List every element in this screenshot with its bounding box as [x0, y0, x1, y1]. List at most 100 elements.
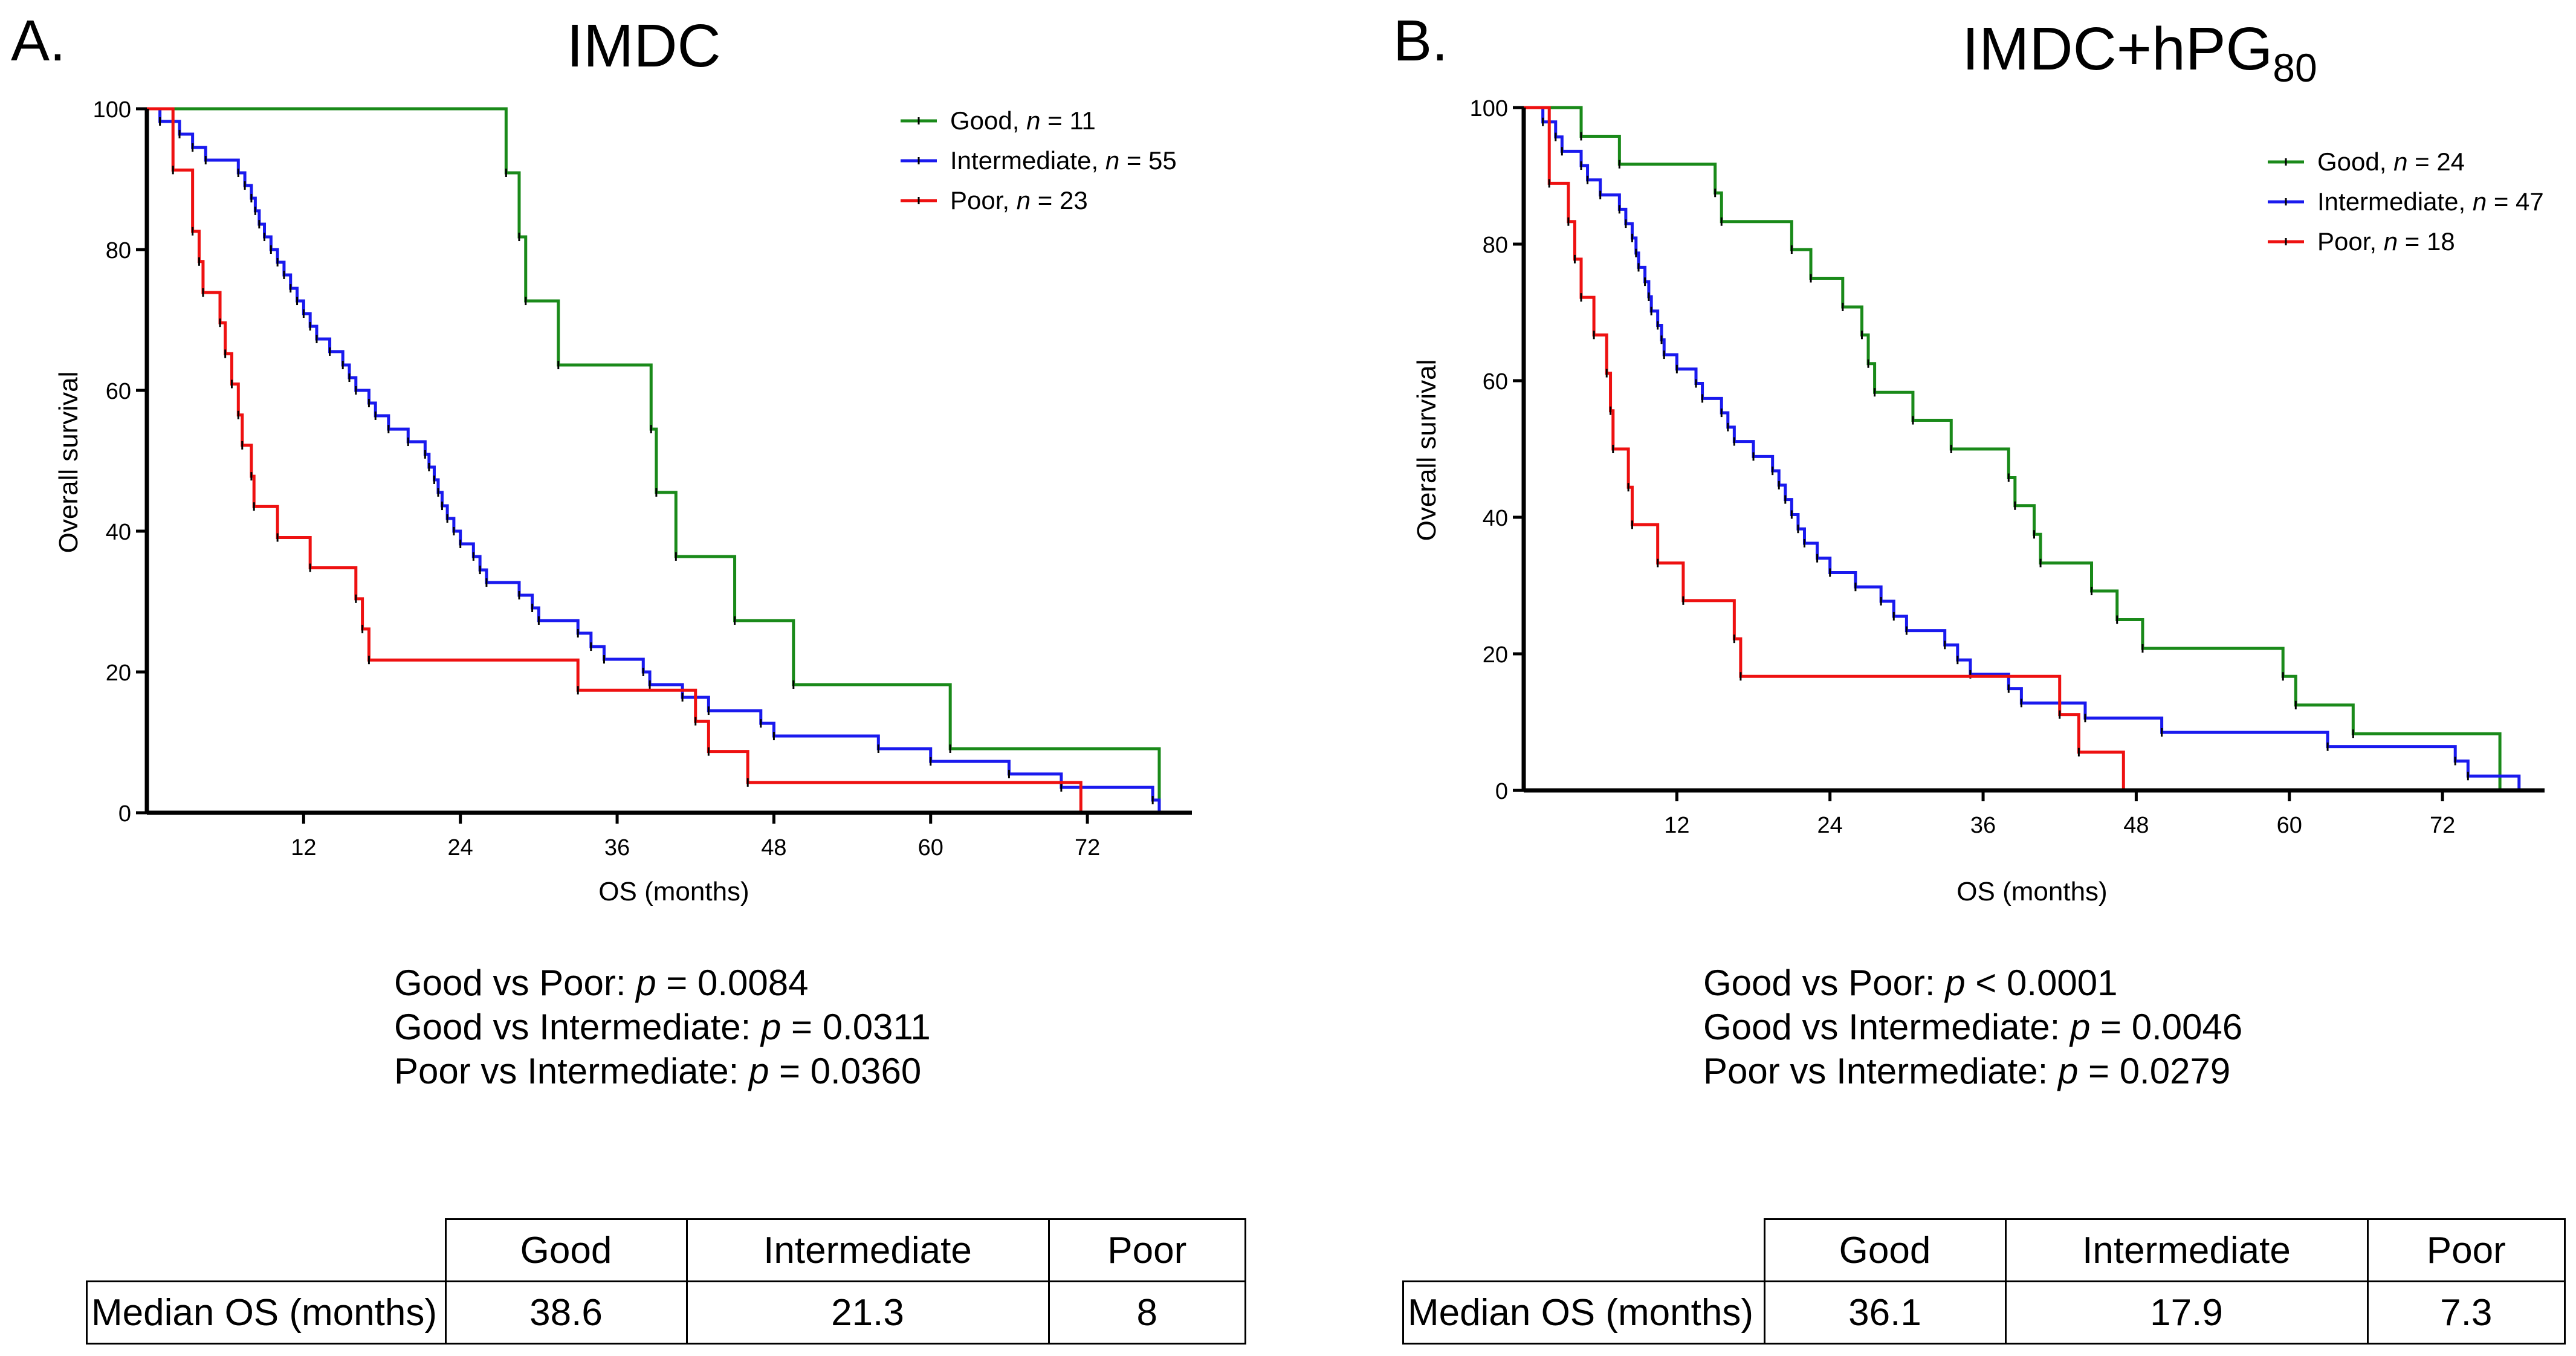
legend-n: n — [2393, 147, 2407, 176]
legend-n: n — [2473, 187, 2487, 216]
table-corner — [86, 1219, 445, 1282]
title-main: IMDC+hPG — [1962, 15, 2273, 83]
pvalue-line: Good vs Poor: p < 0.0001 — [1703, 963, 2118, 1003]
pvalue-line: Good vs Intermediate: p = 0.0046 — [1703, 1007, 2243, 1047]
legend-name: Good, — [950, 106, 1026, 135]
legend-n: n — [1105, 146, 1119, 175]
legend-name: Poor, — [950, 186, 1017, 215]
series-poor-line — [147, 107, 1083, 813]
title-subscript: 80 — [2273, 45, 2317, 90]
chart-title: IMDC — [566, 12, 721, 80]
y-tick-label: 0 — [118, 801, 131, 827]
y-tick-label: 40 — [1483, 506, 1508, 531]
pvalue-line: Good vs Intermediate: p = 0.0311 — [394, 1007, 931, 1047]
legend-entry-poor: Poor, n = 23 — [901, 186, 1088, 215]
legend-n: n — [1026, 106, 1040, 135]
y-tick-label: 20 — [106, 660, 131, 686]
x-tick-label: 72 — [1075, 835, 1100, 860]
table-header-intermediate: Intermediate — [2004, 1218, 2369, 1282]
legend-count: = 55 — [1119, 146, 1177, 175]
legend-entry-good: Good, n = 24 — [2268, 147, 2465, 176]
chart-title: IMDC+hPG80 — [1962, 15, 2317, 90]
legend-count: = 23 — [1031, 186, 1088, 215]
legend-label: Poor, n = 18 — [2317, 227, 2455, 256]
table-cell-poor: 7.3 — [2366, 1280, 2566, 1345]
y-tick-label: 80 — [106, 238, 131, 263]
legend-entry-intermediate: Intermediate, n = 47 — [2268, 187, 2544, 216]
x-tick-label: 24 — [448, 835, 473, 860]
table-corner — [1403, 1219, 1764, 1282]
legend-n: n — [1017, 186, 1031, 215]
table-header-poor: Poor — [2366, 1218, 2566, 1282]
table-row-label: Median OS (months) — [86, 1280, 447, 1345]
legend-count: = 11 — [1040, 106, 1095, 135]
median-os-table-a: Good Intermediate Poor Median OS (months… — [86, 1218, 1246, 1345]
legend-n: n — [2384, 227, 2398, 256]
x-tick-label: 36 — [1970, 813, 1996, 838]
series-good-line — [147, 107, 1161, 813]
table-header-row: Good Intermediate Poor — [1403, 1218, 2566, 1282]
table-row: Median OS (months) 36.1 17.9 7.3 — [1402, 1280, 2566, 1345]
pvalues-panel-a: Good vs Poor: p = 0.0084 Good vs Interme… — [394, 961, 931, 1093]
plot-area: 0 20 40 60 80 100 12 24 36 48 60 72 Good, n = 24 Inte… — [1470, 96, 2545, 838]
y-tick-label: 100 — [1470, 96, 1508, 121]
legend-label: Poor, n = 23 — [950, 186, 1088, 215]
legend-count: = 18 — [2398, 227, 2455, 256]
panel-letter: A. — [11, 8, 66, 73]
table-header-good: Good — [444, 1218, 688, 1282]
median-os-table-b: Good Intermediate Poor Median OS (months… — [1402, 1218, 2566, 1345]
legend-label: Intermediate, n = 55 — [950, 146, 1177, 175]
legend-label: Good, n = 11 — [950, 106, 1096, 135]
table-header-intermediate: Intermediate — [685, 1218, 1050, 1282]
table-cell-poor: 8 — [1047, 1280, 1246, 1345]
series-poor-line — [1524, 106, 2125, 790]
y-tick-label: 60 — [1483, 369, 1508, 395]
legend-label: Good, n = 24 — [2317, 147, 2465, 176]
legend-entry-good: Good, n = 11 — [901, 106, 1096, 135]
x-axis-label: OS (months) — [598, 877, 749, 906]
table-header-poor: Poor — [1047, 1218, 1246, 1282]
y-tick-label: 80 — [1483, 233, 1508, 258]
table-header-good: Good — [1763, 1218, 2007, 1282]
pvalue-line: Good vs Poor: p = 0.0084 — [394, 963, 809, 1003]
x-tick-label: 24 — [1817, 813, 1843, 838]
panel-a: A. IMDC 0 20 40 60 80 100 12 24 36 48 60 72 Good, n … — [11, 8, 1192, 906]
x-tick-label: 60 — [918, 835, 943, 860]
table-row: Median OS (months) 38.6 21.3 8 — [86, 1280, 1246, 1345]
legend-count: = 47 — [2487, 187, 2544, 216]
y-tick-label: 100 — [93, 97, 131, 123]
x-tick-label: 48 — [2123, 813, 2149, 838]
pvalue-line: Poor vs Intermediate: p = 0.0279 — [1703, 1051, 2231, 1091]
y-tick-label: 40 — [106, 520, 131, 545]
pvalues-panel-b: Good vs Poor: p < 0.0001 Good vs Interme… — [1703, 961, 2242, 1093]
x-tick-label: 60 — [2277, 813, 2302, 838]
table-cell-good: 38.6 — [444, 1280, 688, 1345]
legend-entry-intermediate: Intermediate, n = 55 — [901, 146, 1177, 175]
x-tick-label: 12 — [1664, 813, 1689, 838]
legend-label: Intermediate, n = 47 — [2317, 187, 2544, 216]
y-axis-label: Overall survival — [1412, 360, 1442, 541]
legend-count: = 24 — [2407, 147, 2465, 176]
plot-area: 0 20 40 60 80 100 12 24 36 48 60 72 Good, n = 11 Inte… — [93, 97, 1192, 860]
y-tick-label: 20 — [1483, 642, 1508, 668]
x-tick-label: 48 — [761, 835, 786, 860]
table-cell-intermediate: 17.9 — [2004, 1280, 2369, 1345]
pvalue-line: Poor vs Intermediate: p = 0.0360 — [394, 1051, 922, 1091]
table-cell-good: 36.1 — [1763, 1280, 2007, 1345]
legend-name: Poor, — [2317, 227, 2384, 256]
legend-entry-poor: Poor, n = 18 — [2268, 227, 2455, 256]
table-cell-intermediate: 21.3 — [685, 1280, 1050, 1345]
legend-name: Intermediate, — [950, 146, 1105, 175]
x-axis-label: OS (months) — [1956, 877, 2107, 906]
y-axis-label: Overall survival — [54, 372, 83, 554]
table-header-row: Good Intermediate Poor — [86, 1218, 1246, 1282]
y-tick-label: 0 — [1495, 779, 1508, 804]
x-tick-label: 72 — [2430, 813, 2455, 838]
x-tick-label: 12 — [291, 835, 316, 860]
panel-letter: B. — [1393, 8, 1448, 73]
series-intermediate-line — [1524, 106, 2521, 790]
table-row-label: Median OS (months) — [1402, 1280, 1765, 1345]
series-good-line — [1524, 106, 2502, 790]
